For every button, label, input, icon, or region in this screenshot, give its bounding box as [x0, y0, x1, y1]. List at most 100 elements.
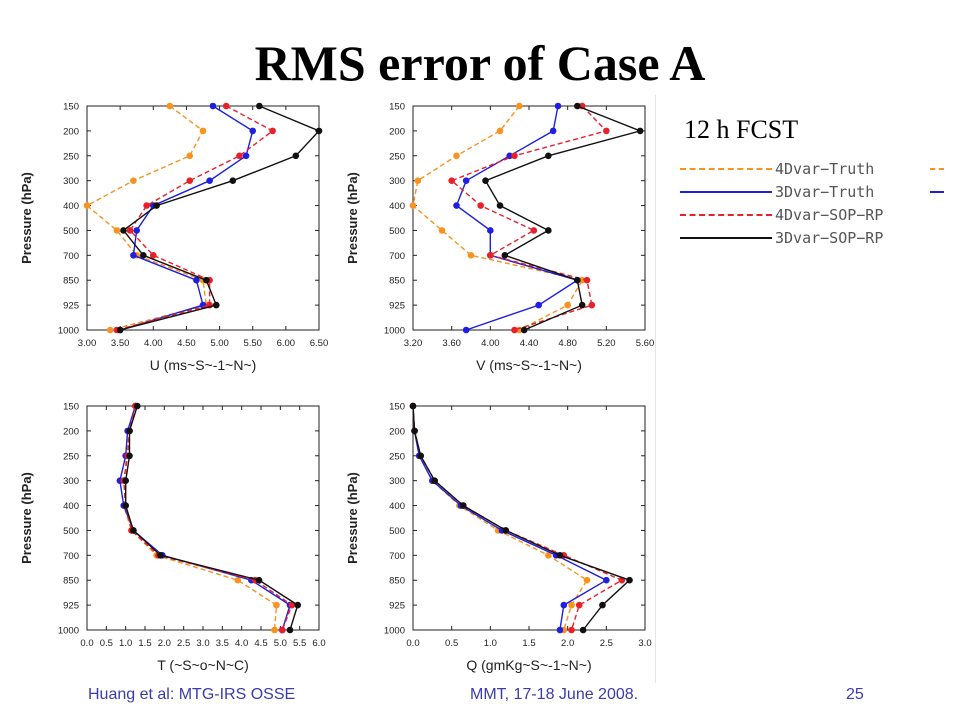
y-tick-label: 500	[389, 226, 405, 237]
x-tick-label: 4.00	[481, 338, 500, 349]
series-line	[412, 405, 588, 631]
x-tick-label: 5.50	[243, 338, 262, 349]
legend-item: 3Dvar−SOP−RP	[680, 227, 950, 250]
y-tick-label: 300	[63, 476, 79, 487]
data-point	[448, 177, 455, 184]
data-point	[578, 301, 586, 309]
data-point	[530, 227, 538, 234]
data-point	[462, 326, 470, 334]
data-point	[496, 202, 504, 209]
y-tick-label: 200	[389, 426, 405, 437]
y-tick-label: 150	[63, 102, 79, 113]
x-tick-label: 0.0	[80, 638, 93, 649]
data-point	[286, 626, 294, 634]
legend-item: 4Dvar−SOP−RP	[680, 204, 950, 227]
series-line	[122, 405, 278, 631]
y-tick-label: 500	[63, 226, 79, 237]
x-tick-label: 4.80	[558, 338, 577, 349]
data-point	[574, 102, 581, 110]
x-tick-label: 1.5	[138, 638, 151, 649]
data-point	[236, 152, 243, 160]
data-point	[520, 326, 528, 334]
y-tick-label: 925	[63, 301, 79, 312]
data-point	[288, 601, 296, 609]
y-tick-label: 300	[389, 476, 405, 487]
y-tick-label: 850	[63, 276, 79, 287]
plot-frame	[412, 405, 646, 631]
y-tick-label: 200	[63, 426, 79, 437]
legend-swatch	[680, 191, 772, 193]
y-tick-label: 850	[389, 276, 405, 287]
series-line	[412, 105, 584, 331]
data-point	[462, 177, 470, 184]
data-point	[588, 301, 596, 309]
x-tick-label: 6.50	[310, 338, 329, 349]
data-point	[453, 152, 460, 160]
y-tick-label: 500	[389, 526, 405, 537]
data-point	[149, 252, 157, 259]
x-tick-label: 5.20	[597, 338, 616, 349]
y-tick-label: 700	[389, 551, 405, 562]
y-tick-label: 1000	[58, 326, 79, 337]
y-axis-label: Pressure (hPa)	[345, 472, 360, 564]
data-point	[578, 276, 586, 284]
data-point	[496, 127, 504, 135]
data-point	[122, 502, 129, 509]
data-point	[459, 502, 467, 509]
x-tick-label: 4.00	[144, 338, 163, 349]
x-tick-label: 3.60	[442, 338, 461, 349]
series-line	[450, 105, 608, 331]
plot-frame	[86, 105, 320, 331]
data-point	[409, 402, 417, 410]
data-point	[186, 177, 194, 184]
data-point	[234, 576, 242, 584]
y-tick-label: 150	[389, 402, 405, 413]
data-point	[599, 601, 606, 609]
legend-swatch-tail	[930, 191, 944, 193]
data-point	[133, 402, 141, 410]
data-point	[249, 127, 257, 135]
data-point	[417, 452, 425, 460]
panel-divider	[655, 95, 656, 683]
y-tick-label: 850	[63, 576, 79, 587]
data-point	[431, 477, 438, 484]
x-axis-label: Q (gmKg~S~-1~N~)	[466, 657, 591, 673]
data-point	[278, 626, 286, 634]
data-point	[506, 152, 513, 160]
data-point	[575, 601, 583, 609]
y-tick-label: 1000	[384, 326, 405, 337]
data-point	[636, 127, 644, 135]
y-tick-label: 850	[389, 576, 405, 587]
y-tick-label: 925	[63, 601, 79, 612]
legend: 4Dvar−Truth 3Dvar−Truth 4Dvar−SOP−RP 3Dv…	[680, 158, 950, 250]
data-point	[545, 152, 552, 160]
data-point	[130, 177, 137, 184]
series-line	[484, 105, 643, 331]
x-tick-label: 2.5	[600, 638, 613, 649]
data-point	[564, 301, 571, 309]
data-point	[487, 252, 494, 259]
data-point	[229, 177, 237, 184]
data-point	[409, 202, 417, 209]
data-point	[153, 202, 160, 209]
data-point	[273, 601, 280, 609]
y-axis-label: Pressure (hPa)	[345, 172, 360, 264]
y-tick-label: 400	[389, 501, 405, 512]
legend-label: 4Dvar−SOP−RP	[775, 206, 884, 224]
x-tick-label: 5.60	[636, 338, 655, 349]
x-tick-label: 5.00	[210, 338, 229, 349]
data-point	[568, 601, 575, 609]
x-tick-label: 1.5	[522, 638, 535, 649]
x-tick-label: 2.0	[561, 638, 574, 649]
x-tick-label: 6.0	[312, 638, 325, 649]
x-tick-label: 3.0	[196, 638, 209, 649]
data-point	[242, 152, 250, 160]
y-tick-label: 400	[389, 201, 405, 212]
y-tick-label: 700	[63, 251, 79, 262]
data-point	[130, 527, 137, 534]
y-tick-label: 925	[389, 301, 405, 312]
data-point	[556, 626, 564, 634]
